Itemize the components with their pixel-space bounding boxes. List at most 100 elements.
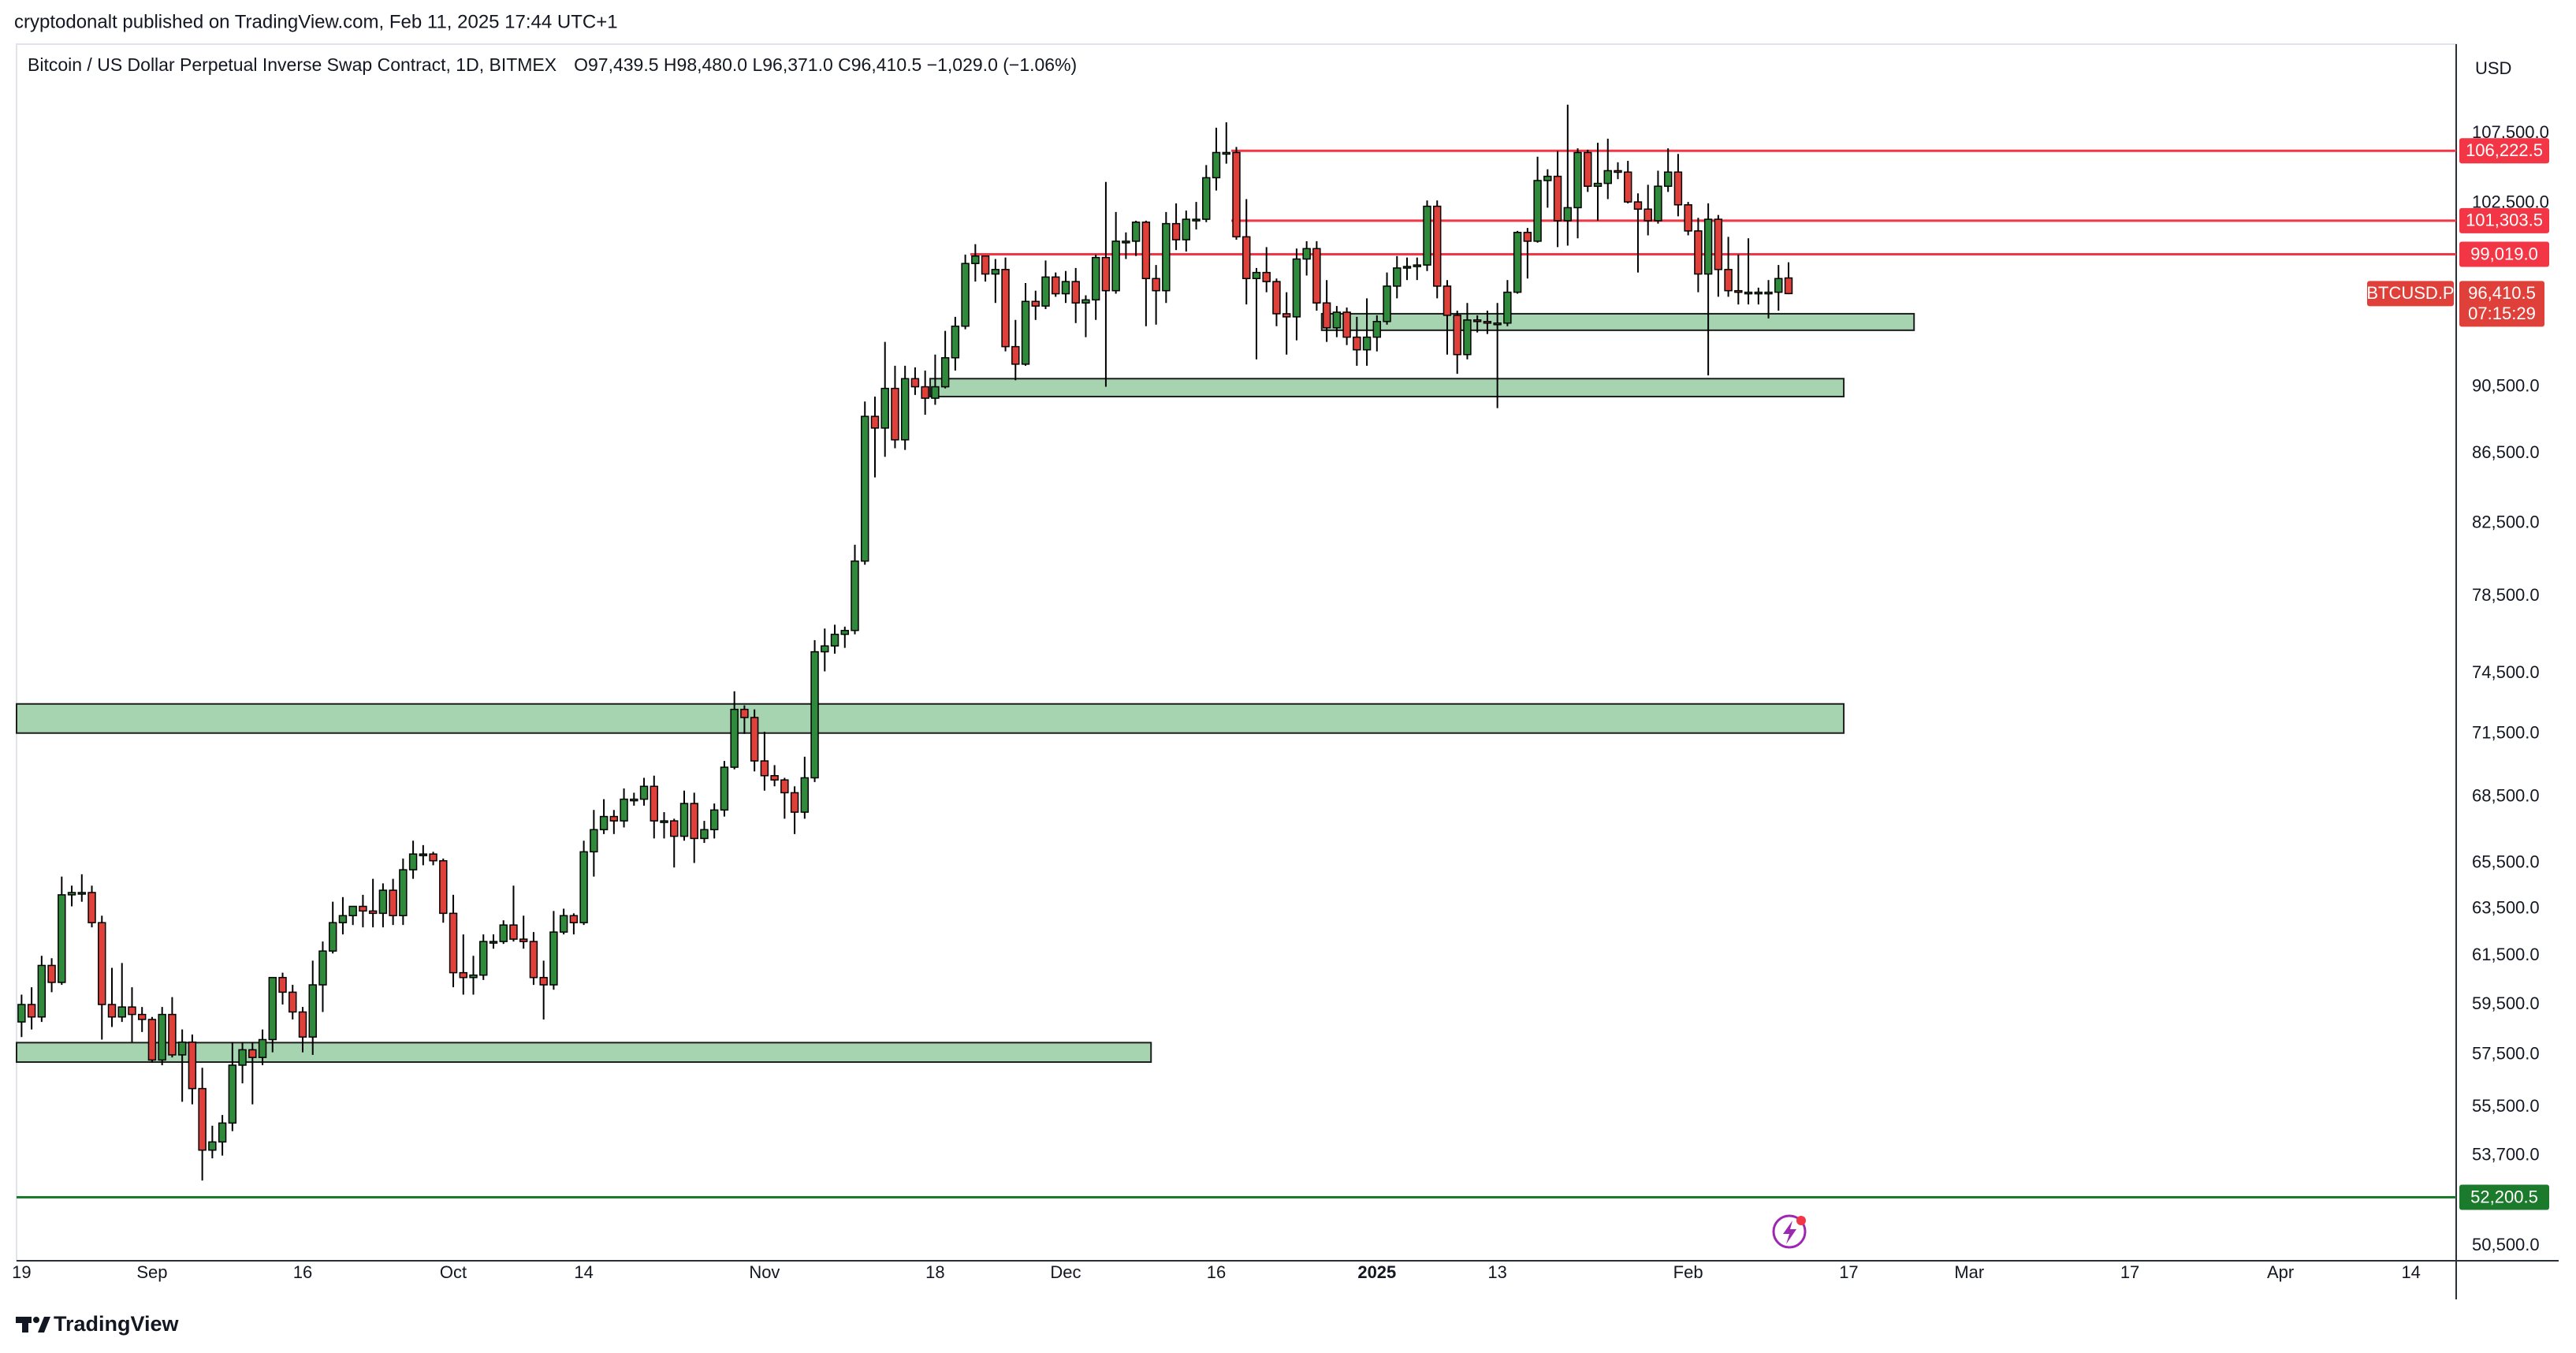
support-zone — [16, 703, 1845, 734]
candle-body — [529, 941, 538, 978]
candle-body — [951, 325, 960, 359]
candle-body — [1342, 311, 1351, 338]
candle-body — [1513, 231, 1522, 293]
candle-body — [1584, 151, 1592, 187]
level-tag — [2459, 241, 2549, 267]
alert-icon — [1772, 1214, 1807, 1249]
level-tag — [2459, 207, 2549, 233]
candle-body — [318, 950, 327, 986]
candle-body — [620, 798, 628, 822]
candle-body — [1322, 302, 1331, 329]
candle-body — [590, 829, 598, 853]
candles-layer — [17, 104, 1793, 1181]
levels-layer — [17, 149, 2456, 1199]
candle-body — [1152, 278, 1160, 292]
candle-body — [1262, 271, 1271, 282]
y-tick-label: 65,500.0 — [2472, 852, 2540, 871]
candle-body — [298, 1011, 307, 1038]
candle-body — [17, 1004, 26, 1023]
candle-body — [1252, 271, 1261, 280]
candle-body — [1483, 321, 1492, 324]
candle-body — [168, 1013, 177, 1056]
candle-body — [1453, 315, 1461, 356]
candle-body — [1383, 285, 1391, 322]
candle-body — [1101, 256, 1111, 292]
axis-layer: 50,500.0 53,700.0 55,500.0 57,500.0 59,500.0… — [12, 122, 2549, 1282]
candle-body — [359, 905, 367, 912]
y-tick-label: 82,500.0 — [2472, 512, 2540, 531]
candle-body — [670, 820, 679, 837]
candle-body — [77, 892, 86, 895]
candle-body — [539, 977, 548, 986]
candle-body — [117, 1006, 126, 1018]
candle-body — [1192, 218, 1201, 222]
candle-body — [921, 386, 929, 399]
candle-body — [37, 964, 47, 1018]
candle-body — [389, 889, 397, 917]
candle-body — [338, 915, 348, 923]
candle-body — [158, 1013, 166, 1061]
candle-body — [931, 386, 940, 399]
x-tick-label: 16 — [1207, 1262, 1226, 1282]
candle-body — [1031, 300, 1040, 307]
candle-body — [1472, 319, 1482, 322]
candle-body — [1362, 336, 1372, 351]
candle-body — [107, 1004, 117, 1018]
x-tick-label: Mar — [1954, 1262, 1984, 1282]
candle-body — [760, 760, 769, 777]
y-tick-label: 71,500.0 — [2472, 723, 2540, 743]
candle-body — [770, 775, 779, 781]
candle-body — [830, 633, 839, 647]
level-tag-label: 106,222.5 — [2466, 140, 2543, 160]
countdown-label: 07:15:29 — [2468, 304, 2536, 323]
candle-body — [1312, 248, 1321, 304]
candle-body — [660, 820, 668, 823]
candle-body — [1393, 267, 1402, 287]
candle-body — [238, 1049, 247, 1066]
candle-body — [67, 892, 76, 896]
candle-body — [961, 263, 970, 327]
candle-body — [378, 889, 388, 915]
candle-body — [368, 910, 378, 915]
candle-body — [1182, 218, 1191, 240]
candle-body — [720, 766, 729, 811]
candle-body — [489, 941, 498, 944]
candle-body — [1061, 281, 1070, 295]
candle-body — [128, 1006, 136, 1016]
candle-body — [910, 378, 920, 388]
candle-body — [1784, 277, 1793, 295]
currency-label: USD — [2475, 58, 2511, 78]
x-tick-label: 18 — [925, 1262, 944, 1282]
candle-body — [1744, 291, 1753, 295]
candle-body — [469, 974, 478, 978]
candle-body — [1654, 185, 1662, 222]
candle-body — [900, 378, 910, 441]
candle-body — [47, 964, 56, 983]
candle-body — [1724, 269, 1733, 292]
x-tick-label: Oct — [440, 1262, 467, 1282]
level-tag — [2459, 138, 2549, 164]
x-tick-label: Apr — [2267, 1262, 2294, 1282]
candle-body — [1413, 264, 1421, 267]
candle-body — [1703, 218, 1713, 275]
candle-body — [1694, 230, 1703, 275]
candle-body — [519, 938, 528, 942]
x-tick-label: 2025 — [1357, 1262, 1396, 1282]
candle-body — [408, 853, 418, 870]
candle-body — [1302, 248, 1311, 260]
candle-body — [1052, 276, 1060, 295]
candle-body — [579, 851, 588, 923]
candle-body — [1122, 240, 1130, 244]
candle-body — [218, 1122, 227, 1143]
level-tag-label: 101,303.5 — [2466, 211, 2543, 230]
x-tick-label: 13 — [1487, 1262, 1506, 1282]
candle-body — [549, 931, 558, 986]
candle-body — [1563, 207, 1573, 222]
tradingview-logo — [16, 1317, 50, 1332]
symbol-tag-label: BTCUSD.P — [2366, 283, 2454, 303]
y-tick-label: 57,500.0 — [2472, 1044, 2540, 1064]
level-tag-label: 99,019.0 — [2470, 244, 2538, 263]
candle-body — [709, 809, 719, 830]
published-note: cryptodonalt published on TradingView.co… — [14, 11, 618, 32]
